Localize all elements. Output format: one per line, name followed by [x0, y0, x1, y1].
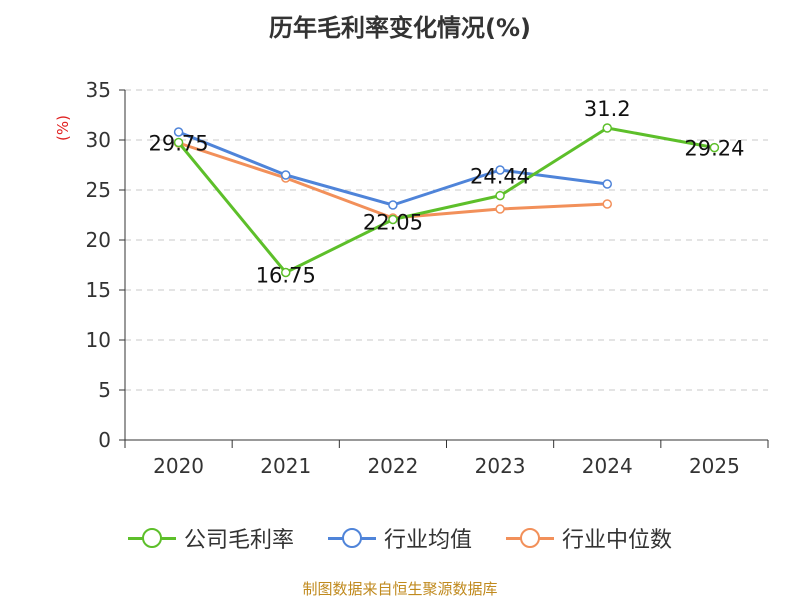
legend-label: 行业中位数 [562, 528, 673, 553]
y-tick-label: 10 [86, 328, 111, 352]
data-point [388, 214, 398, 225]
data-point [173, 137, 184, 148]
data-point [495, 165, 505, 175]
data-point [602, 123, 612, 133]
data-point [173, 127, 184, 137]
data-label: 29.75 [149, 132, 209, 156]
x-tick-label: 2023 [475, 454, 526, 478]
legend: 公司毛利率 行业均值 行业中位数 [0, 522, 800, 554]
data-point [281, 267, 291, 278]
legend-marker-icon [506, 528, 554, 548]
x-tick-label: 2025 [689, 454, 740, 478]
data-point [495, 190, 505, 201]
y-tick-label: 20 [86, 228, 111, 252]
legend-marker-icon [127, 528, 176, 548]
y-tick-label: 15 [86, 278, 111, 302]
data-label: 22.05 [363, 211, 423, 235]
source-note: 制图数据来自恒生聚源数据库 [302, 580, 498, 598]
data-label: 24.44 [470, 165, 530, 189]
x-tick-label: 2020 [153, 454, 204, 478]
y-tick-label: 30 [86, 128, 111, 152]
chart-title: 历年毛利率变化情况(%) [269, 14, 531, 42]
y-tick-label: 5 [98, 378, 111, 402]
data-point [602, 179, 612, 189]
legend-marker-icon [327, 528, 376, 548]
data-point [602, 199, 612, 209]
x-tick-label: 2021 [260, 454, 311, 478]
y-tick-label: 35 [86, 78, 111, 102]
x-tick-label: 2024 [582, 454, 633, 478]
data-label: 16.75 [256, 264, 316, 288]
series-line-0 [177, 126, 715, 274]
y-tick-label: 0 [98, 428, 111, 452]
data-point [495, 204, 505, 214]
data-point [281, 170, 291, 180]
y-tick-label: 25 [86, 178, 111, 202]
data-point [388, 200, 398, 210]
data-label: 31.2 [584, 97, 631, 121]
legend-item-industry-mean[interactable]: 行业均值 [327, 522, 472, 554]
y-axis-label: (%) [54, 115, 72, 141]
data-point [709, 142, 720, 153]
legend-item-company[interactable]: 公司毛利率 [127, 522, 294, 554]
x-tick-label: 2022 [367, 454, 418, 478]
legend-label: 公司毛利率 [183, 528, 294, 553]
data-label: 29.24 [684, 137, 744, 161]
legend-item-industry-median[interactable]: 行业中位数 [506, 522, 672, 554]
legend-label: 行业均值 [383, 528, 472, 553]
